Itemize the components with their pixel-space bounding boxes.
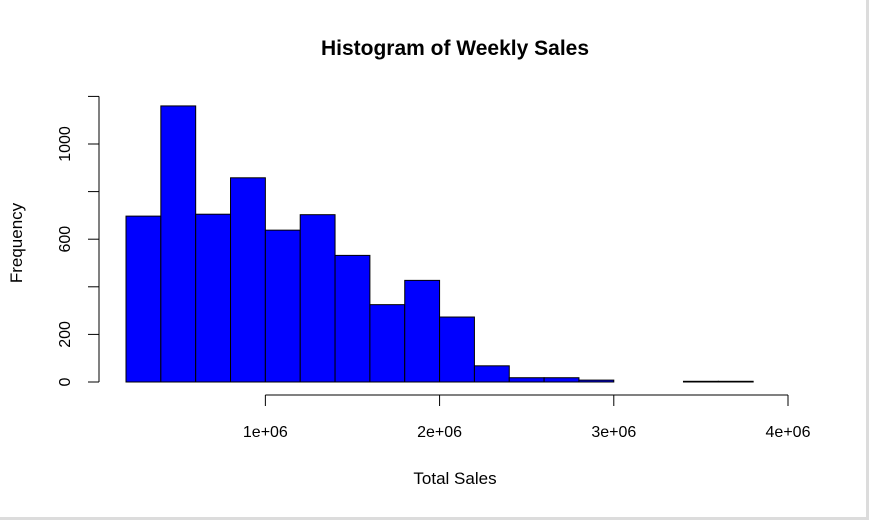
histogram-bar: [299, 214, 336, 383]
histogram-bar: [195, 213, 232, 383]
histogram-bar: [125, 215, 162, 383]
x-axis: 1e+06 2e+06 3e+06 4e+06: [243, 394, 811, 441]
x-tick-label: 2e+06: [417, 424, 462, 441]
y-axis-label: Frequency: [7, 202, 26, 283]
y-axis: 0 200 600 1000: [57, 95, 100, 386]
histogram-bar: [543, 377, 580, 383]
histogram-bar: [404, 279, 441, 383]
y-tick-label: 0: [57, 377, 74, 386]
x-tick-label: 4e+06: [766, 424, 811, 441]
chart-title: Histogram of Weekly Sales: [321, 37, 589, 60]
x-axis-label: Total Sales: [413, 469, 496, 488]
y-tick-label: 600: [57, 226, 74, 253]
histogram-bar: [682, 380, 719, 383]
histogram-bar: [439, 316, 475, 383]
histogram-bar: [717, 380, 754, 383]
x-tick-label: 3e+06: [591, 424, 636, 441]
histogram-bar: [508, 377, 545, 383]
y-tick-label: 200: [57, 321, 74, 348]
y-tick-label: 1000: [57, 126, 74, 162]
bars-group: [125, 105, 754, 383]
histogram-bar: [264, 229, 301, 383]
histogram-bar: [160, 105, 197, 383]
histogram-bar: [578, 379, 615, 383]
histogram-bar: [369, 304, 406, 383]
histogram-bar: [334, 254, 371, 383]
x-tick-label: 1e+06: [243, 424, 288, 441]
histogram-bar: [473, 365, 510, 383]
histogram-bar: [230, 177, 266, 383]
